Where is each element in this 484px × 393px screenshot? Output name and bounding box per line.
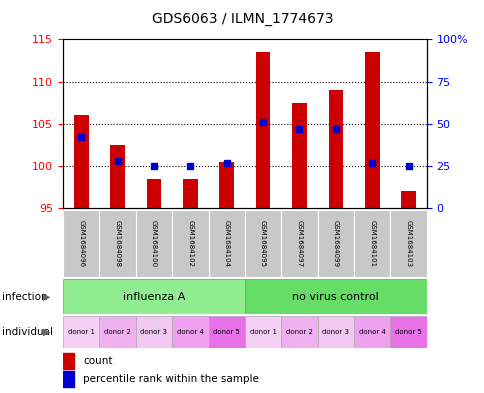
Bar xyxy=(401,191,415,208)
Text: donor 4: donor 4 xyxy=(358,329,385,335)
Text: ▶: ▶ xyxy=(43,327,50,337)
Text: donor 2: donor 2 xyxy=(286,329,312,335)
Bar xyxy=(146,179,161,208)
Bar xyxy=(99,210,136,277)
Text: individual: individual xyxy=(2,327,53,337)
Bar xyxy=(364,52,378,208)
Bar xyxy=(219,162,233,208)
Bar xyxy=(63,353,74,369)
Bar xyxy=(328,90,342,208)
Text: donor 5: donor 5 xyxy=(213,329,240,335)
Text: donor 3: donor 3 xyxy=(322,329,348,335)
Bar xyxy=(172,210,208,277)
Text: GSM1684100: GSM1684100 xyxy=(151,220,157,267)
Text: donor 4: donor 4 xyxy=(177,329,203,335)
Text: GSM1684097: GSM1684097 xyxy=(296,220,302,267)
Text: GSM1684104: GSM1684104 xyxy=(223,220,229,267)
Bar xyxy=(182,179,197,208)
Bar xyxy=(136,316,172,348)
Bar xyxy=(353,316,390,348)
Text: donor 2: donor 2 xyxy=(104,329,131,335)
Text: donor 3: donor 3 xyxy=(140,329,167,335)
Text: infection: infection xyxy=(2,292,48,302)
Text: influenza A: influenza A xyxy=(122,292,185,302)
Text: GSM1684101: GSM1684101 xyxy=(368,220,375,267)
Text: GDS6063 / ILMN_1774673: GDS6063 / ILMN_1774673 xyxy=(151,12,333,26)
Text: count: count xyxy=(83,356,112,366)
Text: GSM1684096: GSM1684096 xyxy=(78,220,84,267)
Bar xyxy=(291,103,306,208)
Bar xyxy=(281,316,317,348)
Bar xyxy=(136,210,172,277)
Bar xyxy=(390,210,426,277)
Bar xyxy=(63,210,99,277)
Text: GSM1684099: GSM1684099 xyxy=(332,220,338,267)
Bar xyxy=(99,316,136,348)
Bar xyxy=(244,316,281,348)
Bar xyxy=(110,145,125,208)
Text: ▶: ▶ xyxy=(43,292,50,302)
Text: GSM1684102: GSM1684102 xyxy=(187,220,193,267)
Bar xyxy=(390,316,426,348)
Text: no virus control: no virus control xyxy=(292,292,378,302)
Bar xyxy=(74,115,89,208)
Text: percentile rank within the sample: percentile rank within the sample xyxy=(83,374,258,384)
Bar xyxy=(63,371,74,387)
Text: GSM1684103: GSM1684103 xyxy=(405,220,411,267)
Text: GSM1684095: GSM1684095 xyxy=(259,220,266,267)
Bar xyxy=(353,210,390,277)
Bar xyxy=(63,279,244,314)
Text: donor 1: donor 1 xyxy=(68,329,94,335)
Bar xyxy=(208,316,244,348)
Bar xyxy=(244,279,426,314)
Text: donor 5: donor 5 xyxy=(394,329,421,335)
Bar xyxy=(208,210,244,277)
Bar xyxy=(63,316,99,348)
Text: donor 1: donor 1 xyxy=(249,329,276,335)
Bar xyxy=(281,210,317,277)
Bar xyxy=(317,210,353,277)
Bar xyxy=(244,210,281,277)
Bar xyxy=(172,316,208,348)
Bar xyxy=(256,52,270,208)
Text: GSM1684098: GSM1684098 xyxy=(114,220,121,267)
Bar xyxy=(317,316,353,348)
